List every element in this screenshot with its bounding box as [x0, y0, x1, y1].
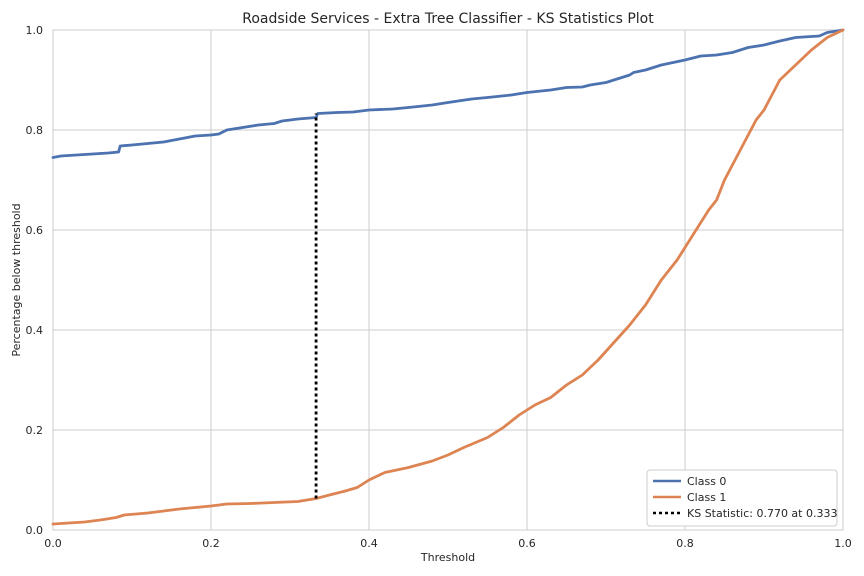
x-tick-label: 0.4: [360, 537, 378, 550]
x-tick-label: 1.0: [834, 537, 852, 550]
y-tick-label: 0.8: [26, 124, 44, 137]
y-tick-label: 0.6: [26, 224, 44, 237]
chart-title: Roadside Services - Extra Tree Classifie…: [242, 11, 654, 27]
plot-area: [53, 30, 843, 530]
series-layer: [51, 28, 845, 526]
series-line-class-1: [51, 28, 845, 526]
legend-label-ks-statistic: KS Statistic: 0.770 at 0.333: [687, 507, 837, 520]
x-tick-label: 0.2: [202, 537, 220, 550]
x-axis-label: Threshold: [420, 551, 475, 564]
tick-labels: 0.0 0.2 0.4 0.6 0.8 1.0 0.0 0.2 0.4 0.6 0.8 1.0: [26, 24, 852, 550]
y-axis-label: Percentage below threshold: [10, 203, 23, 356]
x-tick-label: 0.8: [676, 537, 694, 550]
legend-label-class-0: Class 0: [687, 475, 726, 488]
y-tick-label: 0.0: [26, 524, 44, 537]
y-tick-label: 1.0: [26, 24, 44, 37]
y-tick-label: 0.2: [26, 424, 44, 437]
plot-border: [52, 29, 844, 531]
legend-box: [646, 469, 838, 527]
x-tick-label: 0.0: [44, 537, 62, 550]
legend-label-class-1: Class 1: [687, 491, 726, 504]
legend: Class 0 Class 1 KS Statistic: 0.770 at 0…: [646, 469, 838, 527]
grid-lines: [52, 29, 844, 531]
y-tick-label: 0.4: [26, 324, 44, 337]
x-tick-label: 0.6: [518, 537, 536, 550]
series-line-class-0: [51, 28, 845, 159]
